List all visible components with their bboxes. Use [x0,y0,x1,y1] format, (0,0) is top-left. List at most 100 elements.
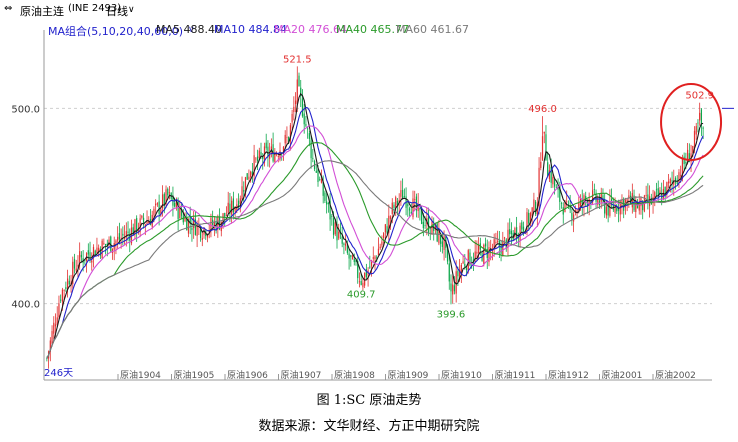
candle-body [377,248,380,256]
x-tick-label: 原油1907 [281,369,322,381]
candle-body [693,130,696,149]
candle-body [554,178,556,187]
candle-body [274,152,276,162]
candle-body [156,203,158,205]
candle-body [294,100,297,104]
candle-body [628,195,630,199]
candle-body [476,251,478,254]
candle-body [408,208,411,211]
candle-body [303,113,305,125]
candle-body [647,194,649,204]
candle-body [536,208,538,216]
candle-body [322,182,324,196]
candle-body [334,222,336,235]
candle-body [576,210,578,213]
ma-group-selector[interactable]: MA组合(5,10,20,40,60,0) [48,25,184,38]
candle-body [258,150,260,158]
candle-body [635,201,637,213]
candle-body [457,270,459,277]
chevron-down-icon[interactable]: ∨ [128,5,135,15]
figure-caption: 图 1:SC 原油走势 [316,393,422,408]
candle-body [362,282,364,288]
candle-body [695,126,697,135]
candle-body [559,186,561,202]
candle-body [298,75,300,87]
candle-body [609,200,611,216]
x-tick-label: 原油1904 [120,369,161,381]
candle-body [699,112,701,121]
candle-body [419,207,421,210]
candle-body [77,265,79,267]
ma60-value: MA60 461.67 [396,23,469,36]
candle-body [604,199,606,214]
y-tick-label: 400.0 [11,300,40,311]
candle-body [562,207,564,215]
candle-body [98,247,100,252]
candle-body [614,205,616,213]
candle-body [547,162,549,177]
candle-body [351,255,354,260]
x-tick-label: 原油2002 [655,369,696,381]
candle-body [127,231,129,233]
candle-body [560,203,563,204]
candle-body [210,217,212,229]
candle-body [68,280,70,285]
candle-body [213,221,215,226]
candle-body [329,200,331,220]
candle-body [692,145,694,153]
candle-body [424,225,426,226]
candle-body [510,230,513,235]
x-tick-label: 原油1909 [388,369,429,381]
candle-body [327,203,329,205]
candle-body [655,189,658,191]
candle-body [243,190,245,192]
candle-body [149,218,152,225]
candle-body [350,255,352,257]
candle-body [497,241,499,242]
symbol-name[interactable]: 原油主连 [20,5,64,18]
candle-body [484,243,487,247]
period-selector[interactable]: 日线 [106,5,128,18]
link-icon[interactable]: ⇔ [4,3,13,14]
candle-body [372,257,374,259]
candle-body [115,240,117,244]
candle-body [92,247,95,258]
candle-body [65,287,67,290]
candle-body [516,227,518,239]
candle-body [307,128,309,130]
candle-body [597,199,599,205]
x-tick-label: 原油1906 [227,369,268,381]
candle-body [478,245,480,254]
candle-body [642,200,644,211]
candle-body [120,237,122,239]
candle-body [631,193,633,208]
x-tick-label: 原油2001 [602,369,643,381]
candle-body [139,218,141,233]
x-tick-label: 原油1911 [495,369,536,381]
candle-body [588,199,590,206]
candle-body [531,207,533,217]
candlestick-chart[interactable]: 500.0 400.0 原油1904 原油1905 原油1906 原油1907 原油190… [0,0,738,384]
candle-body [288,137,290,143]
candle-body [346,245,348,253]
ma40-line [46,142,704,359]
candle-body [215,221,217,231]
candle-body [686,149,689,164]
candle-body [669,178,671,184]
candle-body [232,198,234,213]
trough-label: 409.7 [347,290,376,301]
candle-body [460,264,462,274]
candle-body [187,219,190,234]
candle-body [629,195,632,204]
candle-body [680,175,682,177]
candle-body [251,171,253,175]
candle-body [155,203,157,206]
candle-body [552,177,554,185]
candle-body [360,281,362,286]
candle-body [472,259,475,262]
candle-body [256,156,259,161]
candle-body [533,199,535,211]
candle-body [141,215,143,218]
ma10-value: MA10 484.84 [214,23,287,36]
chevron-down-icon[interactable]: ∨ [188,25,195,35]
